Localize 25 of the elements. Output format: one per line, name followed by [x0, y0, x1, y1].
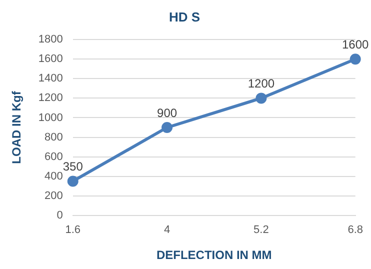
y-tick-label: 600: [44, 150, 63, 163]
point: [350, 54, 361, 65]
data-label: 350: [62, 160, 84, 174]
point: [67, 176, 78, 187]
data-label: 1600: [342, 37, 370, 52]
y-tick-label: 1800: [38, 34, 63, 46]
y-tick-label: 1000: [38, 112, 63, 124]
point: [256, 92, 267, 104]
data-label: 900: [157, 106, 178, 120]
x-tick-label: 5.2: [254, 224, 269, 236]
chart-title: HD S: [168, 9, 200, 24]
data-label: 1200: [248, 76, 275, 91]
y-tick-label: 1200: [38, 92, 63, 104]
x-tick-label: 1.6: [65, 224, 81, 236]
x-tick-label: 6.8: [348, 224, 364, 236]
x-axis-title: DEFLECTION IN MM: [156, 248, 272, 262]
x-tick-label: 4: [164, 224, 170, 236]
y-axis-title: LOAD IN Kgf: [10, 90, 24, 164]
point: [162, 122, 173, 133]
y-tick-label: 1600: [38, 53, 63, 66]
y-tick-label: 200: [44, 190, 63, 202]
y-tick-label: 400: [44, 170, 63, 182]
y-tick-label: 1400: [38, 72, 63, 85]
y-tick-label: 800: [44, 131, 63, 144]
y-tick-label: 0: [56, 209, 63, 222]
